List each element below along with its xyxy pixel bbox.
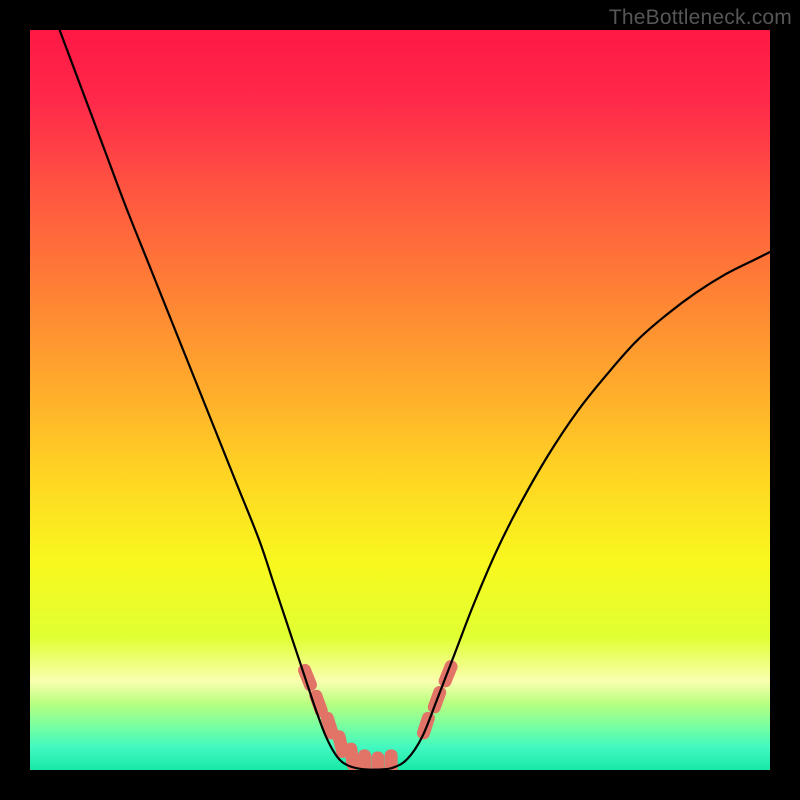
plot-area [30, 30, 770, 770]
watermark-text: TheBottleneck.com [609, 6, 792, 30]
gradient-background [30, 30, 770, 770]
